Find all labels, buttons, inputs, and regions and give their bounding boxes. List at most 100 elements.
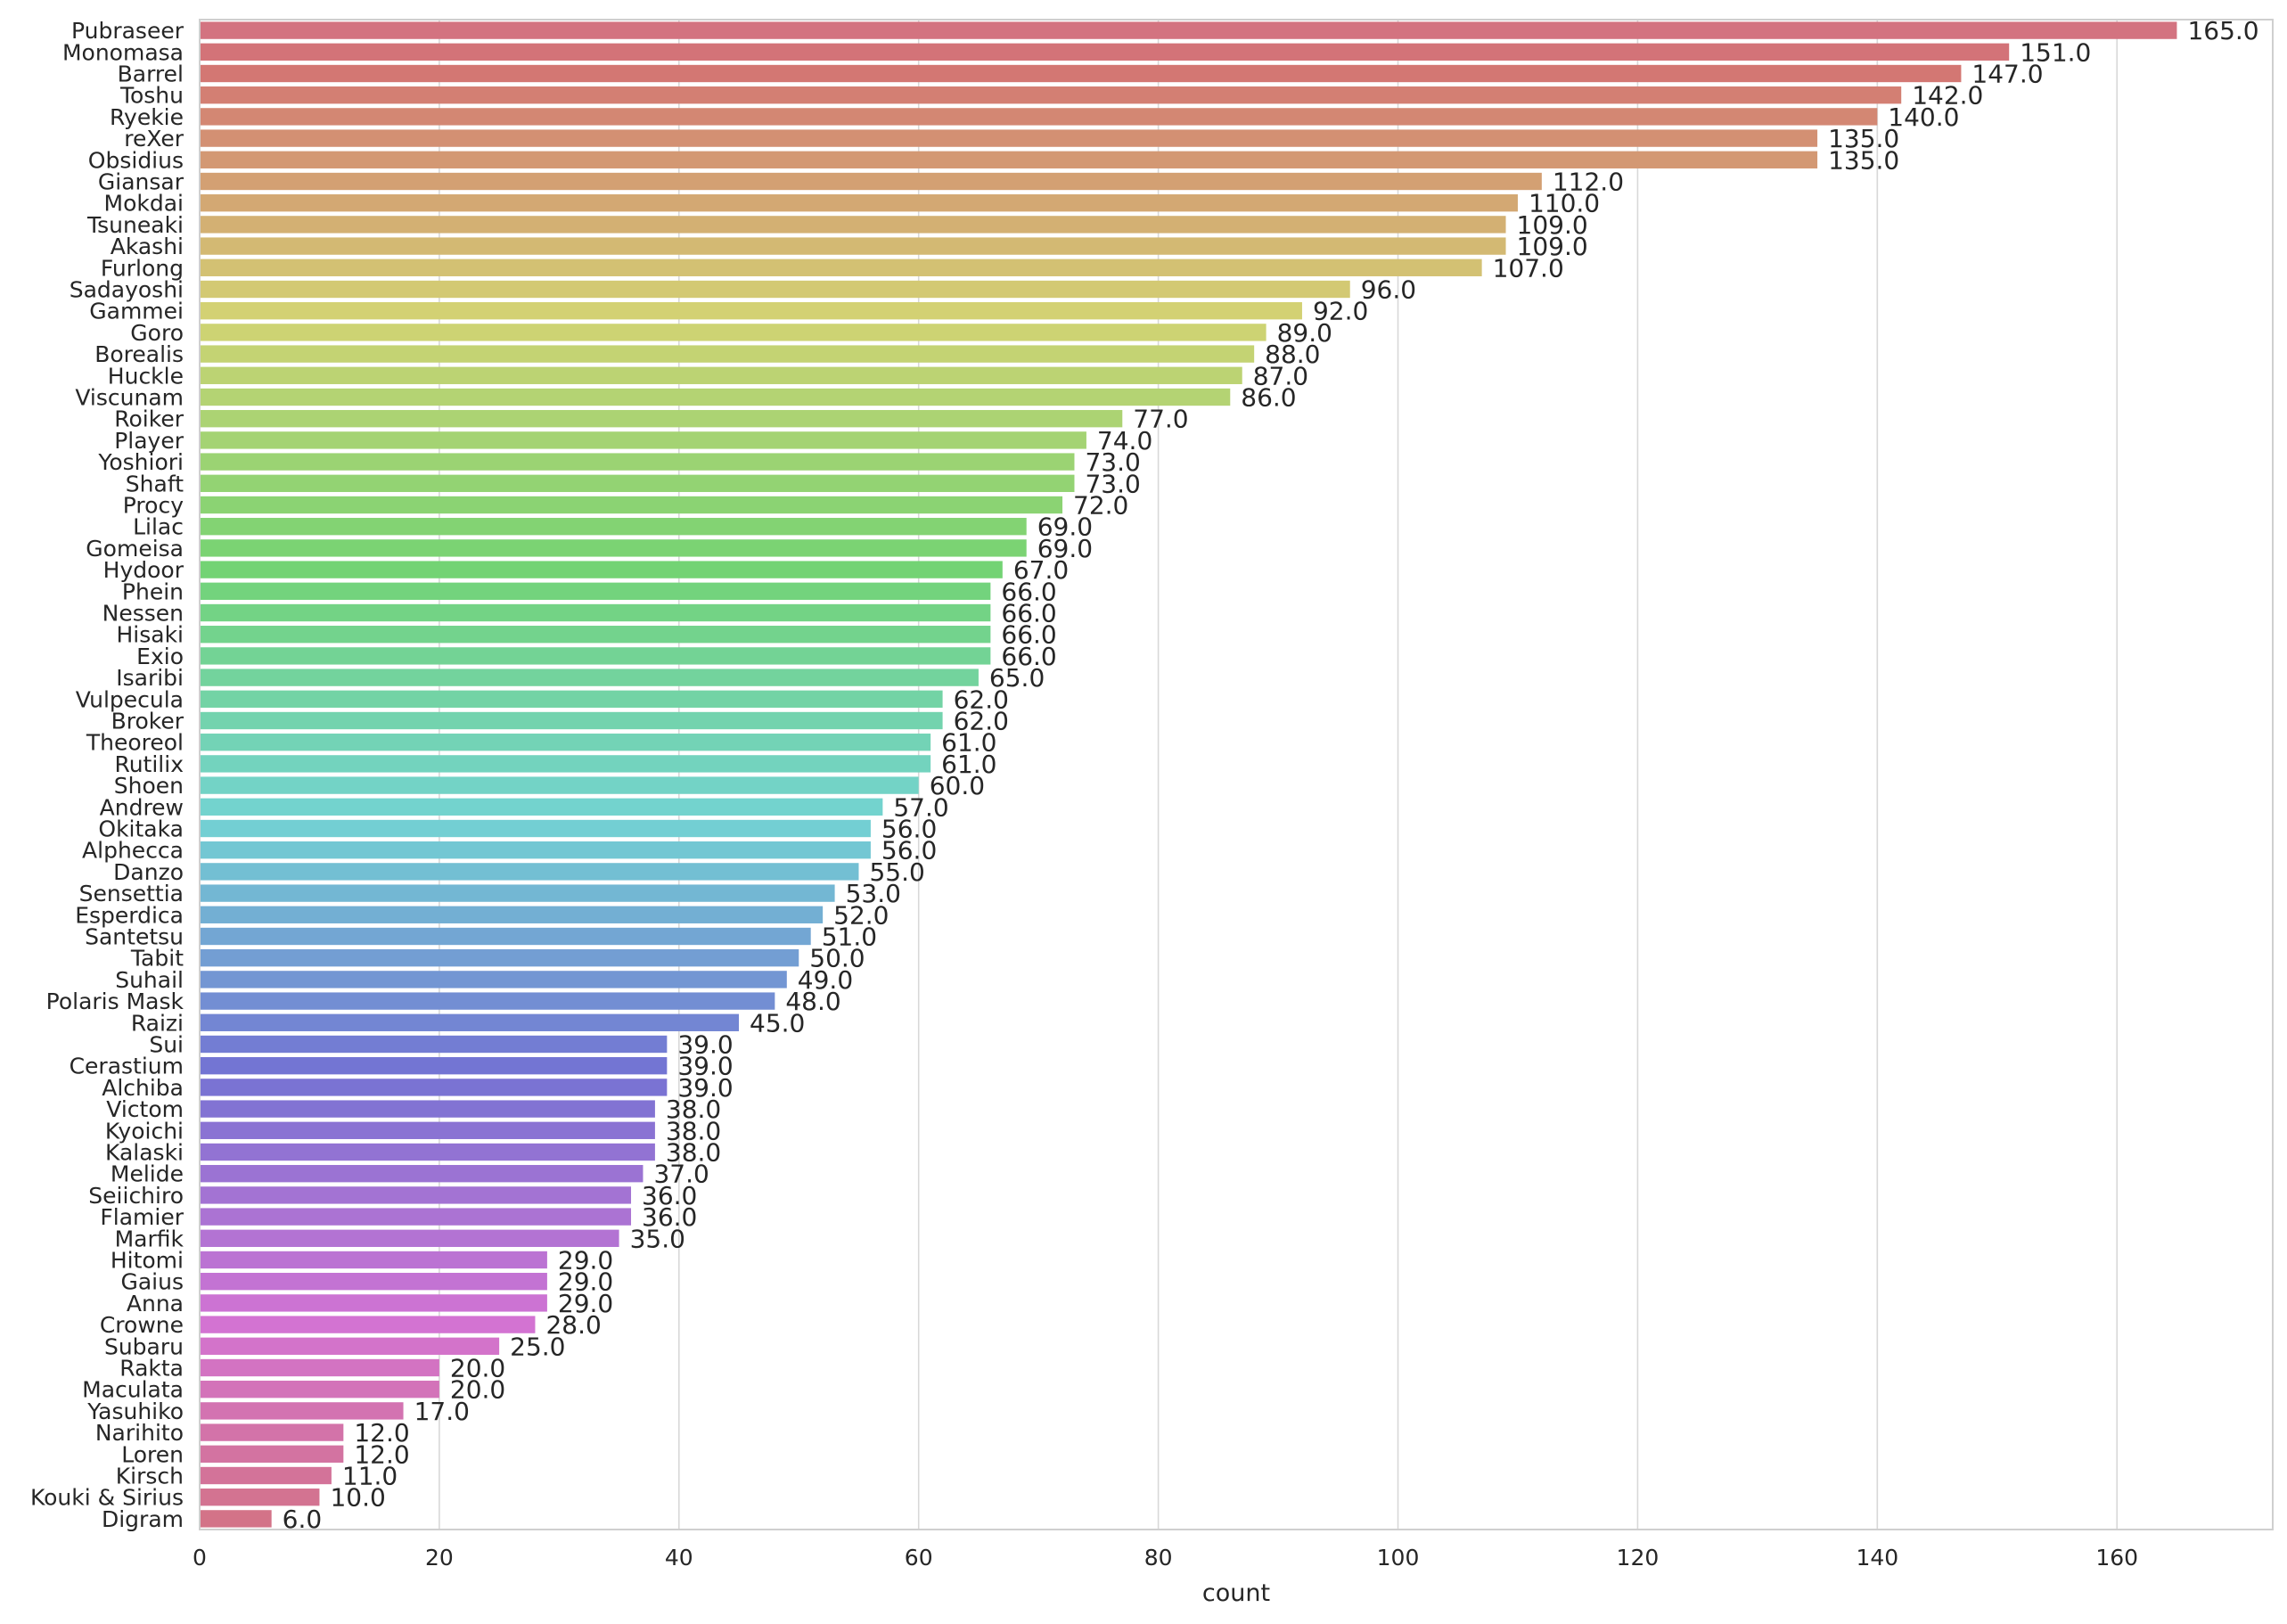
bar	[200, 668, 979, 686]
value-label: 29.0	[558, 1289, 613, 1318]
value-label: 109.0	[1517, 232, 1588, 261]
bar	[200, 755, 931, 773]
value-label: 66.0	[1001, 599, 1056, 628]
bar	[200, 992, 775, 1010]
bar	[200, 410, 1123, 428]
bar	[200, 518, 1027, 536]
category-label: Sadayoshi	[70, 277, 184, 303]
category-label: Furlong	[101, 255, 184, 281]
category-label: Tsuneaki	[86, 212, 184, 238]
x-tick-label: 60	[905, 1545, 933, 1571]
value-label: 57.0	[893, 792, 948, 822]
value-label: 109.0	[1517, 210, 1588, 240]
bar	[200, 1229, 619, 1247]
value-label: 61.0	[941, 750, 996, 779]
bar	[200, 21, 2177, 39]
bar	[200, 1208, 632, 1226]
category-label: Toshu	[119, 83, 184, 109]
bar	[200, 431, 1086, 449]
value-label: 28.0	[545, 1310, 601, 1340]
x-tick-label: 140	[1856, 1545, 1898, 1571]
category-label: Hisaki	[116, 622, 184, 648]
value-label: 53.0	[846, 879, 901, 908]
value-label: 140.0	[1888, 103, 1959, 132]
category-label: Hitomi	[111, 1248, 184, 1274]
bar	[200, 345, 1255, 363]
bar	[200, 280, 1350, 299]
bar	[200, 216, 1506, 234]
value-label: 151.0	[2020, 37, 2091, 67]
category-label: Akashi	[111, 234, 184, 259]
category-label: Kalaski	[105, 1140, 184, 1166]
value-label: 73.0	[1085, 447, 1140, 477]
category-label: Tabit	[130, 946, 184, 972]
value-label: 39.0	[677, 1030, 733, 1060]
value-label: 48.0	[785, 987, 840, 1016]
bars	[200, 21, 2177, 1528]
category-label: Monomasa	[62, 39, 184, 65]
x-tick-label: 0	[193, 1545, 207, 1571]
value-label: 112.0	[1553, 168, 1624, 197]
bar	[200, 302, 1302, 320]
category-label: Barrel	[118, 62, 184, 87]
x-tick-label: 160	[2095, 1545, 2138, 1571]
category-label: Seiichiro	[88, 1183, 184, 1209]
category-label: Mokdai	[104, 191, 184, 217]
bar	[200, 1057, 668, 1075]
value-label: 86.0	[1241, 383, 1296, 413]
value-label: 50.0	[809, 944, 865, 973]
category-label: Andrew	[100, 794, 184, 820]
value-label: 36.0	[642, 1202, 697, 1232]
bar	[200, 798, 883, 816]
bar	[200, 1100, 655, 1118]
x-tick-label: 20	[425, 1545, 454, 1571]
bar	[200, 819, 871, 838]
category-label: Vulpecula	[76, 686, 184, 712]
value-label: 77.0	[1133, 405, 1188, 434]
category-label: Polaris Mask	[46, 988, 184, 1014]
bar	[200, 1013, 740, 1031]
plot-frame	[199, 19, 2274, 1530]
category-label: Rutilix	[114, 751, 184, 777]
bar	[200, 927, 811, 946]
bar	[200, 324, 1266, 341]
bar	[200, 1035, 668, 1054]
category-label: Danzo	[113, 859, 184, 885]
bar	[200, 884, 835, 902]
bar	[200, 1510, 272, 1528]
bar	[200, 496, 1063, 514]
bar	[200, 1423, 344, 1441]
value-label: 92.0	[1313, 297, 1368, 326]
bar	[200, 1316, 536, 1333]
category-label: Player	[114, 428, 184, 454]
bar	[200, 43, 2010, 61]
value-label: 25.0	[510, 1332, 565, 1361]
category-label: Sensettia	[79, 881, 184, 906]
bar	[200, 388, 1231, 406]
bar	[200, 561, 1003, 578]
bar	[200, 1466, 332, 1485]
value-label: 62.0	[954, 707, 1009, 736]
category-label: Digram	[102, 1506, 184, 1532]
x-tick-label: 100	[1377, 1545, 1420, 1571]
value-label: 62.0	[954, 685, 1009, 714]
category-label: Melide	[111, 1161, 184, 1187]
value-label: 165.0	[2187, 16, 2258, 45]
category-label: Loren	[121, 1441, 184, 1467]
bar	[200, 539, 1027, 557]
value-label: 60.0	[930, 771, 985, 800]
bar	[200, 237, 1506, 255]
category-label: Ryekie	[110, 104, 184, 130]
bar	[200, 1186, 632, 1204]
category-label: Santetsu	[85, 924, 184, 950]
value-label: 72.0	[1073, 491, 1128, 521]
category-label: Shoen	[114, 773, 184, 799]
value-label: 39.0	[677, 1073, 733, 1103]
category-label: Pubraseer	[71, 18, 184, 44]
category-label: Viscunam	[75, 385, 184, 411]
category-label: Roiker	[114, 406, 184, 432]
bar	[200, 194, 1518, 212]
bar	[200, 108, 1878, 126]
